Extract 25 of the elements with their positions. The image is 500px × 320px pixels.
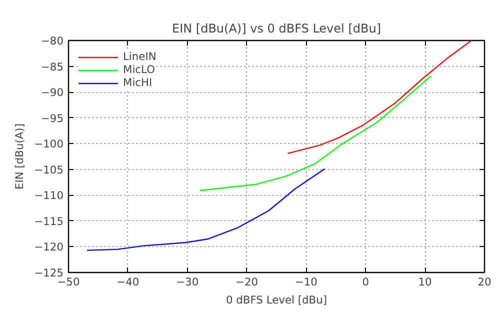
line-series — [86, 168, 326, 251]
x-tick-label: 0 — [362, 276, 370, 288]
y-tick-label: −120 — [34, 240, 64, 254]
line-series — [199, 75, 432, 192]
x-tick-label: −30 — [176, 276, 199, 288]
x-axis-title: 0 dBFS Level [dBu] — [226, 294, 328, 306]
y-tick-label: −100 — [34, 138, 64, 151]
y-tick-label: −90 — [41, 86, 64, 100]
y-tick-label: −80 — [41, 34, 64, 48]
y-tick-label: −115 — [34, 214, 64, 228]
line-series — [287, 40, 472, 154]
legend-label: MicLO — [123, 63, 155, 76]
x-tick-label: 20 — [478, 276, 492, 288]
x-tick-label: −10 — [294, 276, 318, 288]
y-axis-title: EIN [dBu(A)] — [13, 124, 26, 190]
y-tick-label: −110 — [34, 189, 64, 202]
x-tick-label: 10 — [418, 276, 432, 288]
x-tick-label: −20 — [236, 276, 258, 288]
y-tick-label: −95 — [41, 112, 64, 125]
y-tick-label: −105 — [34, 163, 64, 176]
x-tick-label: −40 — [116, 276, 140, 288]
legend-label: LineIN — [123, 50, 156, 63]
y-tick-label: −85 — [41, 60, 64, 74]
chart-title: EIN [dBu(A)] vs 0 dBFS Level [dBu] — [172, 22, 382, 36]
legend-label: MicHI — [123, 76, 152, 89]
